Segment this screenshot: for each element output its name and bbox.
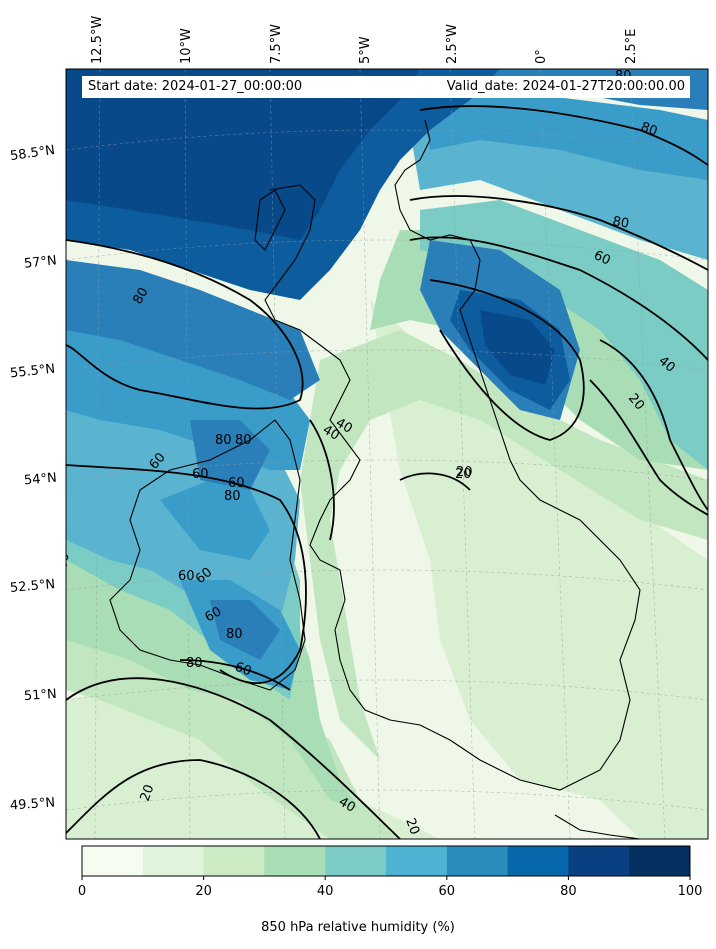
contour-label: 80 (130, 285, 151, 307)
colorbar-tick-marks (81, 876, 691, 880)
colorbar-tick-label: 20 (195, 884, 212, 899)
contour-60-sw (179, 659, 291, 691)
colorbar-cell (82, 846, 144, 876)
contour-label: 60 (178, 569, 195, 584)
contour-label: 20 (455, 467, 472, 482)
contour-label: 40 (320, 422, 342, 443)
contour-label: 60 (192, 467, 209, 482)
contour-label: 40 (336, 794, 358, 815)
contour-20-east (589, 379, 708, 516)
colorbar-cell (629, 846, 691, 876)
contour-label: 20 (138, 783, 158, 804)
rh-band-10-20 (66, 300, 708, 839)
contour-label: 60 (228, 476, 245, 491)
contour-label: 80 (186, 656, 203, 671)
lon-tick-label: 2.5°E (624, 28, 639, 64)
contour-label: 80 (224, 489, 241, 504)
contour-80-ne (409, 195, 708, 271)
colorbar-tick-label: 60 (438, 884, 456, 899)
contour-80-north (419, 105, 708, 166)
lon-tick-label: 7.5°W (269, 23, 284, 64)
rh-band-90-100 (66, 69, 555, 385)
colorbar-tick-label: 100 (677, 884, 703, 899)
humidity-field: 80 80 60 40 20 80 60 40 20 80 80 60 60 8… (55, 69, 708, 839)
colorbar-tick-label: 0 (77, 884, 87, 899)
contour-40-mid (309, 419, 335, 541)
lat-tick-label: 54°N (23, 470, 58, 489)
coast-great-britain (264, 119, 641, 791)
colorbar-cell (264, 846, 326, 876)
map-frame (65, 68, 709, 840)
coast-hebrides (254, 189, 286, 251)
contour-80-west (66, 239, 304, 410)
lon-tick-label: 12.5°W (90, 15, 105, 64)
lon-tick-label: 10°W (179, 28, 194, 64)
lat-tick-label: 51°N (23, 686, 58, 705)
contour-label: 80 (235, 433, 252, 448)
rh-band-60-70 (66, 90, 708, 690)
contour-label: 80 (639, 120, 660, 140)
colorbar-frame (81, 845, 691, 877)
colorbar (82, 846, 691, 876)
contour-label: 40 (333, 415, 355, 436)
contour-20-sw (66, 759, 321, 839)
contour-label: 60 (591, 248, 612, 269)
contour-60-ne (409, 236, 708, 361)
colorbar-cell (203, 846, 265, 876)
lon-tick-label: 5°W (358, 36, 373, 64)
colorbar-cell (568, 846, 630, 876)
colorbar-tick-label: 80 (560, 884, 577, 899)
colorbar-cell (507, 846, 569, 876)
contour-label: 20 (402, 816, 422, 837)
colorbar-title: 850 hPa relative humidity (%) (261, 920, 455, 935)
contour-40-east (599, 339, 708, 511)
lat-tick-label: 49.5°N (9, 795, 56, 814)
lon-tick-label: 0° (534, 49, 549, 64)
contour-label-group: 80 80 60 40 20 80 60 40 20 80 80 60 60 8… (55, 69, 678, 837)
contour-label: 60 (233, 660, 254, 680)
contour-20-south (66, 677, 401, 839)
coast-france (554, 814, 641, 839)
contour-label: 80 (215, 433, 232, 448)
valid-date-text: Valid_date: 2024-01-27T20:00:00.00 (446, 79, 685, 94)
coast-ireland (109, 419, 306, 691)
colorbar-cell (446, 846, 509, 876)
contour-label: 20 (456, 465, 473, 480)
colorbar-cell (325, 846, 387, 876)
colorbar-cell (386, 846, 448, 876)
graticule (66, 69, 708, 839)
colorbar-tick-label: 40 (316, 884, 334, 899)
rh-band-20-30 (66, 330, 708, 839)
contour-label: 60 (203, 604, 225, 625)
rh-band-70-80 (66, 69, 708, 660)
contour-label: 80 (226, 627, 243, 642)
contour-label: 80 (611, 214, 630, 232)
lon-tick-label: 2.5°W (445, 23, 460, 64)
colorbar-cell (142, 846, 205, 876)
contour-20-mid (399, 472, 471, 491)
date-info-box: Start date: 2024-01-27_00:00:00 Valid_da… (82, 76, 690, 98)
start-date-text: Start date: 2024-01-27_00:00:00 (88, 79, 303, 94)
contour-label: 60 (55, 552, 73, 571)
coastlines (109, 119, 641, 839)
